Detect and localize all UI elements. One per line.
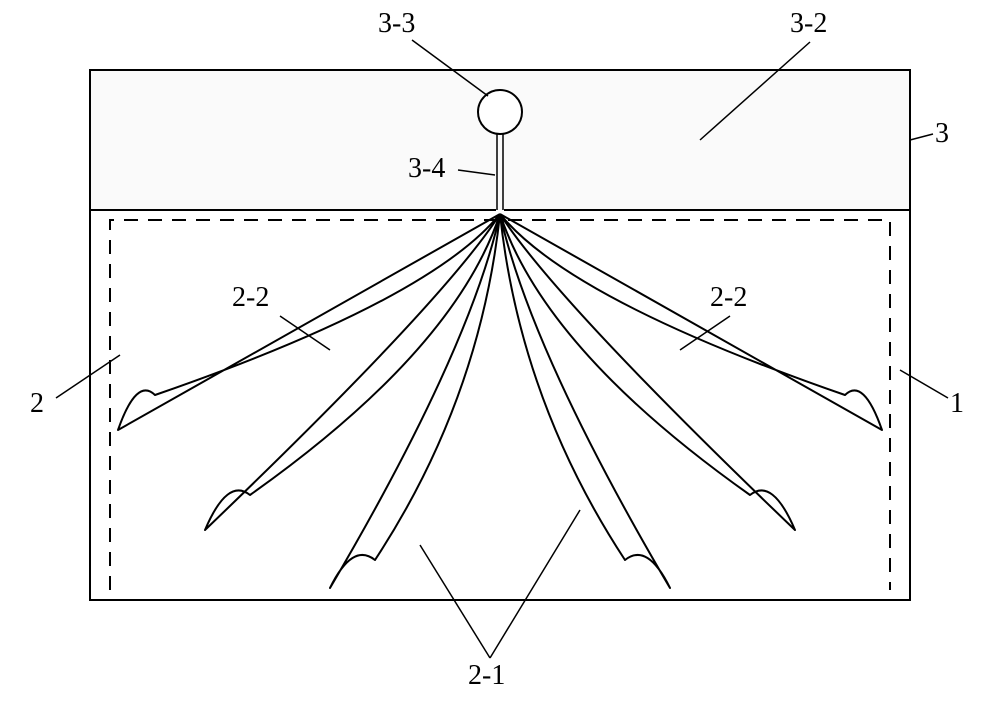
label-2: 2 xyxy=(30,388,44,420)
petal-1 xyxy=(205,214,500,530)
label-2-1: 2-1 xyxy=(468,660,505,692)
label-3-3: 3-3 xyxy=(378,8,415,40)
label-2-2L: 2-2 xyxy=(232,282,269,314)
label-3: 3 xyxy=(935,118,949,150)
dashed-rect xyxy=(110,220,890,590)
petal-0 xyxy=(118,214,500,430)
leader-2-1-1 xyxy=(490,510,580,658)
leader-3-0 xyxy=(910,134,933,140)
leader-2-1-0 xyxy=(420,545,490,658)
leader-1-0 xyxy=(900,370,948,398)
diagram-svg xyxy=(0,0,1000,705)
petal-3 xyxy=(500,214,882,430)
label-1: 1 xyxy=(950,388,964,420)
label-3-2: 3-2 xyxy=(790,8,827,40)
label-2-2R: 2-2 xyxy=(710,282,747,314)
petal-4 xyxy=(500,214,795,530)
label-3-4: 3-4 xyxy=(408,153,445,185)
circle-knob xyxy=(478,90,522,134)
